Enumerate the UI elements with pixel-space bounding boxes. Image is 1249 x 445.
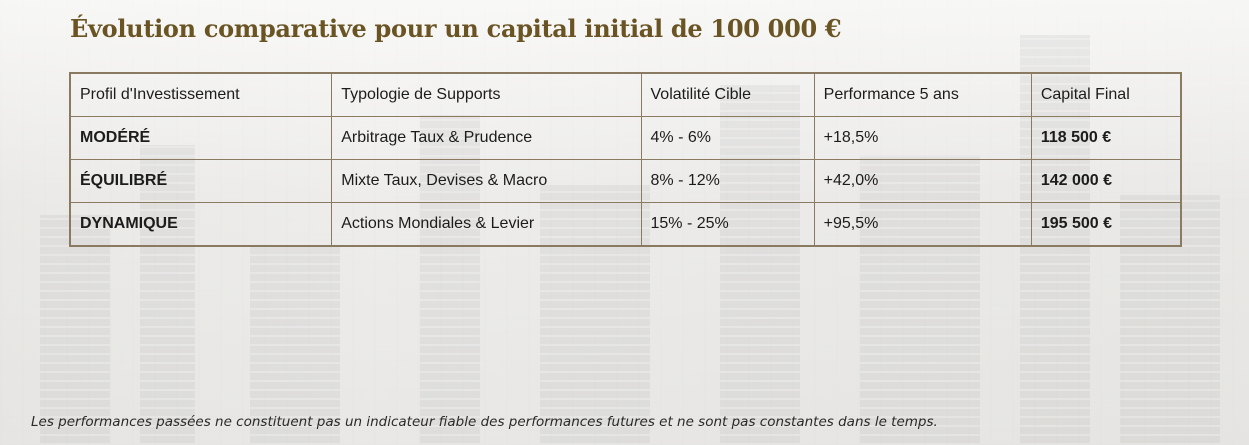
header-capital: Capital Final xyxy=(1030,72,1182,117)
cell-typologie: Arbitrage Taux & Prudence xyxy=(331,116,642,160)
disclaimer-footnote: Les performances passées ne constituent … xyxy=(31,414,938,430)
header-profil: Profil d'Investissement xyxy=(69,72,333,117)
cell-performance: +42,0% xyxy=(813,159,1032,203)
cell-profil: MODÉRÉ xyxy=(69,116,333,160)
table-row: DYNAMIQUE Actions Mondiales & Levier 15%… xyxy=(69,202,1182,247)
page-title: Évolution comparative pour un capital in… xyxy=(70,14,842,43)
header-typologie: Typologie de Supports xyxy=(331,72,642,117)
cell-capital: 195 500 € xyxy=(1030,202,1182,247)
comparison-table: Profil d'Investissement Typologie de Sup… xyxy=(69,72,1182,247)
table-row: ÉQUILIBRÉ Mixte Taux, Devises & Macro 8%… xyxy=(69,159,1182,203)
cell-performance: +95,5% xyxy=(813,202,1032,247)
header-performance: Performance 5 ans xyxy=(813,72,1032,117)
header-volatilite: Volatilité Cible xyxy=(640,72,815,117)
table-header-row: Profil d'Investissement Typologie de Sup… xyxy=(69,72,1182,117)
cell-profil: DYNAMIQUE xyxy=(69,202,333,247)
table-row: MODÉRÉ Arbitrage Taux & Prudence 4% - 6%… xyxy=(69,116,1182,160)
cell-performance: +18,5% xyxy=(813,116,1032,160)
cell-volatilite: 4% - 6% xyxy=(640,116,815,160)
cell-typologie: Mixte Taux, Devises & Macro xyxy=(331,159,642,203)
cell-volatilite: 15% - 25% xyxy=(640,202,815,247)
cell-profil: ÉQUILIBRÉ xyxy=(69,159,333,203)
cell-capital: 118 500 € xyxy=(1030,116,1182,160)
cell-capital: 142 000 € xyxy=(1030,159,1182,203)
cell-typologie: Actions Mondiales & Levier xyxy=(331,202,642,247)
cell-volatilite: 8% - 12% xyxy=(640,159,815,203)
